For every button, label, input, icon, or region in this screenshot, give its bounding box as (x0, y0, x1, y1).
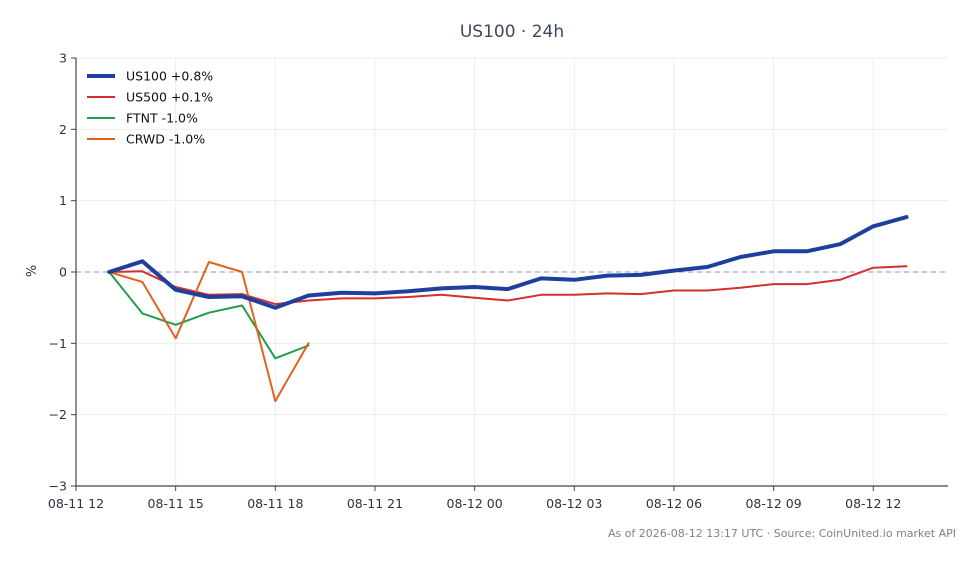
y-tick-label: 3 (59, 51, 67, 66)
series-crwd (108, 261, 310, 403)
x-ticks: 08-11 12 08-11 15 08-11 18 08-11 21 08-12 00… (48, 486, 901, 511)
series-us100 (107, 215, 909, 310)
series-line-us500 (108, 265, 908, 306)
y-tick-label: 2 (59, 122, 67, 137)
x-tick-label: 08-12 00 (447, 496, 503, 511)
series-line-us100 (107, 215, 909, 310)
y-axis-label: % (25, 265, 40, 277)
y-tick-label: 0 (59, 265, 67, 280)
legend-label: US500 +0.1% (126, 90, 213, 105)
y-tick-label: −3 (49, 479, 67, 494)
legend-label: CRWD -1.0% (126, 132, 205, 147)
series-us500 (108, 265, 908, 306)
legend-item-us500: US500 +0.1% (87, 90, 213, 105)
x-tick-label: 08-11 21 (347, 496, 403, 511)
series-line-crwd (108, 261, 310, 403)
legend: US100 +0.8% US500 +0.1% FTNT -1.0% CRWD -1.… (87, 69, 213, 147)
y-ticks: −3 −2 −1 0 1 2 3 (49, 51, 76, 494)
y-tick-label: 1 (59, 193, 67, 208)
legend-item-ftnt: FTNT -1.0% (87, 111, 198, 126)
x-tick-label: 08-12 03 (546, 496, 602, 511)
y-tick-label: −1 (49, 336, 67, 351)
x-tick-label: 08-11 15 (148, 496, 204, 511)
series-line-ftnt (108, 271, 310, 360)
x-tick-label: 08-11 12 (48, 496, 104, 511)
series-ftnt (108, 271, 310, 360)
chart-title: US100 · 24h (460, 22, 564, 42)
legend-item-us100: US100 +0.8% (87, 69, 213, 84)
x-tick-label: 08-11 18 (247, 496, 303, 511)
x-tick-label: 08-12 09 (745, 496, 801, 511)
x-tick-label: 08-12 12 (845, 496, 901, 511)
legend-item-crwd: CRWD -1.0% (87, 132, 205, 147)
y-tick-label: −2 (49, 407, 67, 422)
series-lines (107, 215, 909, 403)
legend-label: FTNT -1.0% (126, 111, 198, 126)
legend-label: US100 +0.8% (126, 69, 213, 84)
x-tick-label: 08-12 06 (646, 496, 702, 511)
footer-source-note: As of 2026-08-12 13:17 UTC · Source: Coi… (608, 527, 956, 540)
